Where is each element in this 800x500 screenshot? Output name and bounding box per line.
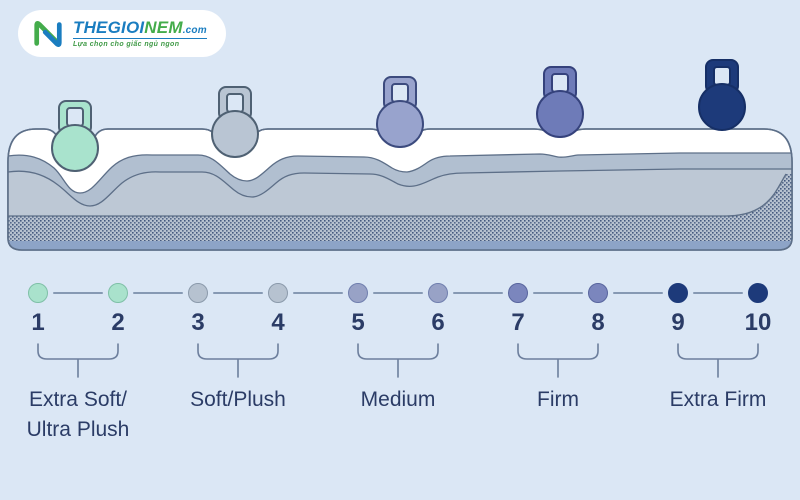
scale-connector-line: [373, 292, 423, 294]
scale-connector-line: [453, 292, 503, 294]
group-label: Extra Soft/Ultra Plush: [26, 388, 130, 442]
scale-number-1: 1: [31, 309, 45, 336]
kettlebell-weight-icon-1: [51, 100, 99, 172]
scale-dot-5: [348, 283, 368, 303]
scale-dot-8: [588, 283, 608, 303]
group-bracket: [37, 343, 119, 378]
scale-connector-line: [53, 292, 103, 294]
mattress-bottom-band: [8, 174, 792, 250]
scale-number-4: 4: [271, 309, 285, 336]
mattress-bottom-band-edge: [8, 173, 787, 217]
scale-dot-9: [668, 283, 688, 303]
kettlebell-weight-icon-3: [376, 76, 424, 148]
group-label: Medium: [360, 388, 436, 411]
mattress-base-layer-edge: [7, 168, 792, 207]
brand-part-thegioi: THEGIOI: [73, 18, 145, 37]
scale-dot-4: [268, 283, 288, 303]
scale-dot-7: [508, 283, 528, 303]
group-label: Soft/Plush: [190, 388, 286, 411]
scale-number-2: 2: [111, 309, 125, 336]
scale-connector-line: [213, 292, 263, 294]
group-bracket: [677, 343, 759, 378]
brand-suffix: .com: [182, 25, 207, 36]
group-label: Extra Firm: [669, 388, 767, 411]
logo-tagline: Lựa chọn cho giấc ngủ ngon: [73, 38, 207, 48]
scale-dot-6: [428, 283, 448, 303]
group-label: Firm: [537, 388, 579, 411]
scale-number-5: 5: [351, 309, 365, 336]
scale-connector-line: [133, 292, 183, 294]
logo-text: THEGIOINEM.com Lựa chọn cho giấc ngủ ngo…: [73, 19, 207, 48]
logo: THEGIOINEM.com Lựa chọn cho giấc ngủ ngo…: [18, 10, 226, 57]
kettlebell-weight-icon-5: [698, 59, 746, 131]
brand-part-nem: NEM: [144, 18, 183, 37]
kettlebells-group: [51, 59, 746, 172]
scale-number-3: 3: [191, 309, 205, 336]
group-bracket: [197, 343, 279, 378]
mattress-bottom-strip: [8, 239, 792, 250]
thegioinem-n-icon: [34, 20, 62, 47]
scale-connector-line: [533, 292, 583, 294]
scale-dot-2: [108, 283, 128, 303]
brand-name: THEGIOINEM.com: [73, 19, 207, 36]
kettlebell-weight-icon-4: [536, 66, 584, 138]
scale-number-10: 10: [744, 309, 772, 336]
scale-connector-line: [693, 292, 743, 294]
scale-dot-10: [748, 283, 768, 303]
scale-number-6: 6: [431, 309, 445, 336]
scale-dot-1: [28, 283, 48, 303]
group-bracket: [357, 343, 439, 378]
scale-number-8: 8: [591, 309, 605, 336]
scale-connector-line: [293, 292, 343, 294]
scale-connector-line: [613, 292, 663, 294]
kettlebell-weight-icon-2: [211, 86, 259, 158]
scale-dot-3: [188, 283, 208, 303]
mattress-transition-layer-edge: [7, 152, 792, 194]
group-bracket: [517, 343, 599, 378]
scale-number-9: 9: [671, 309, 685, 336]
scale-number-7: 7: [511, 309, 525, 336]
